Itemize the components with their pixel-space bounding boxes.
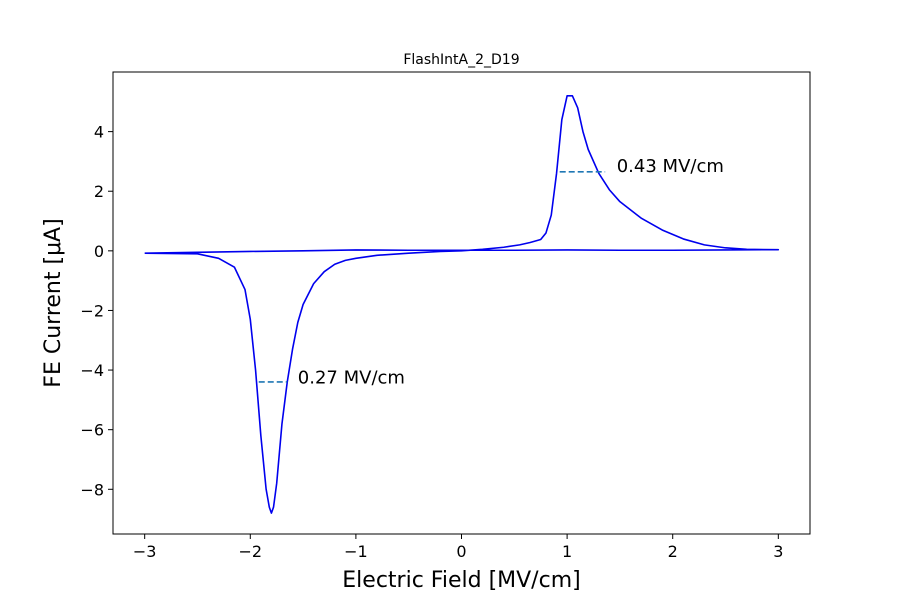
y-tick-label: 0 — [94, 242, 104, 261]
y-tick-label: 2 — [94, 182, 104, 201]
x-axis-label: Electric Field [MV/cm] — [342, 568, 580, 593]
x-tick-label: −3 — [133, 542, 157, 561]
annotations: 0.43 MV/cm 0.27 MV/cm — [258, 156, 724, 389]
chart-title: FlashIntA_2_D19 — [403, 52, 519, 68]
series-line-0 — [144, 95, 780, 514]
y-tick-label: −6 — [80, 421, 104, 440]
y-axis-label: FE Current [μA] — [41, 218, 66, 387]
y-tick-label: −8 — [80, 480, 104, 499]
annotation-label-0: 0.43 MV/cm — [617, 156, 724, 177]
x-tick-label: 2 — [668, 542, 678, 561]
y-tick-label: −2 — [80, 301, 104, 320]
y-tick-label: 4 — [94, 123, 104, 142]
x-tick-label: 3 — [773, 542, 783, 561]
x-tick-label: 1 — [562, 542, 572, 561]
annotation-label-1: 0.27 MV/cm — [298, 368, 405, 389]
x-axis-ticks: −3 −2 −1 0 1 2 3 — [133, 534, 783, 561]
plot-area — [112, 71, 811, 535]
y-axis-ticks: −8 −6 −4 −2 0 2 4 — [80, 123, 113, 499]
x-tick-label: −2 — [238, 542, 262, 561]
x-tick-label: −1 — [344, 542, 368, 561]
plot-frame — [112, 71, 811, 535]
x-tick-label: 0 — [456, 542, 466, 561]
y-tick-label: −4 — [80, 361, 104, 380]
